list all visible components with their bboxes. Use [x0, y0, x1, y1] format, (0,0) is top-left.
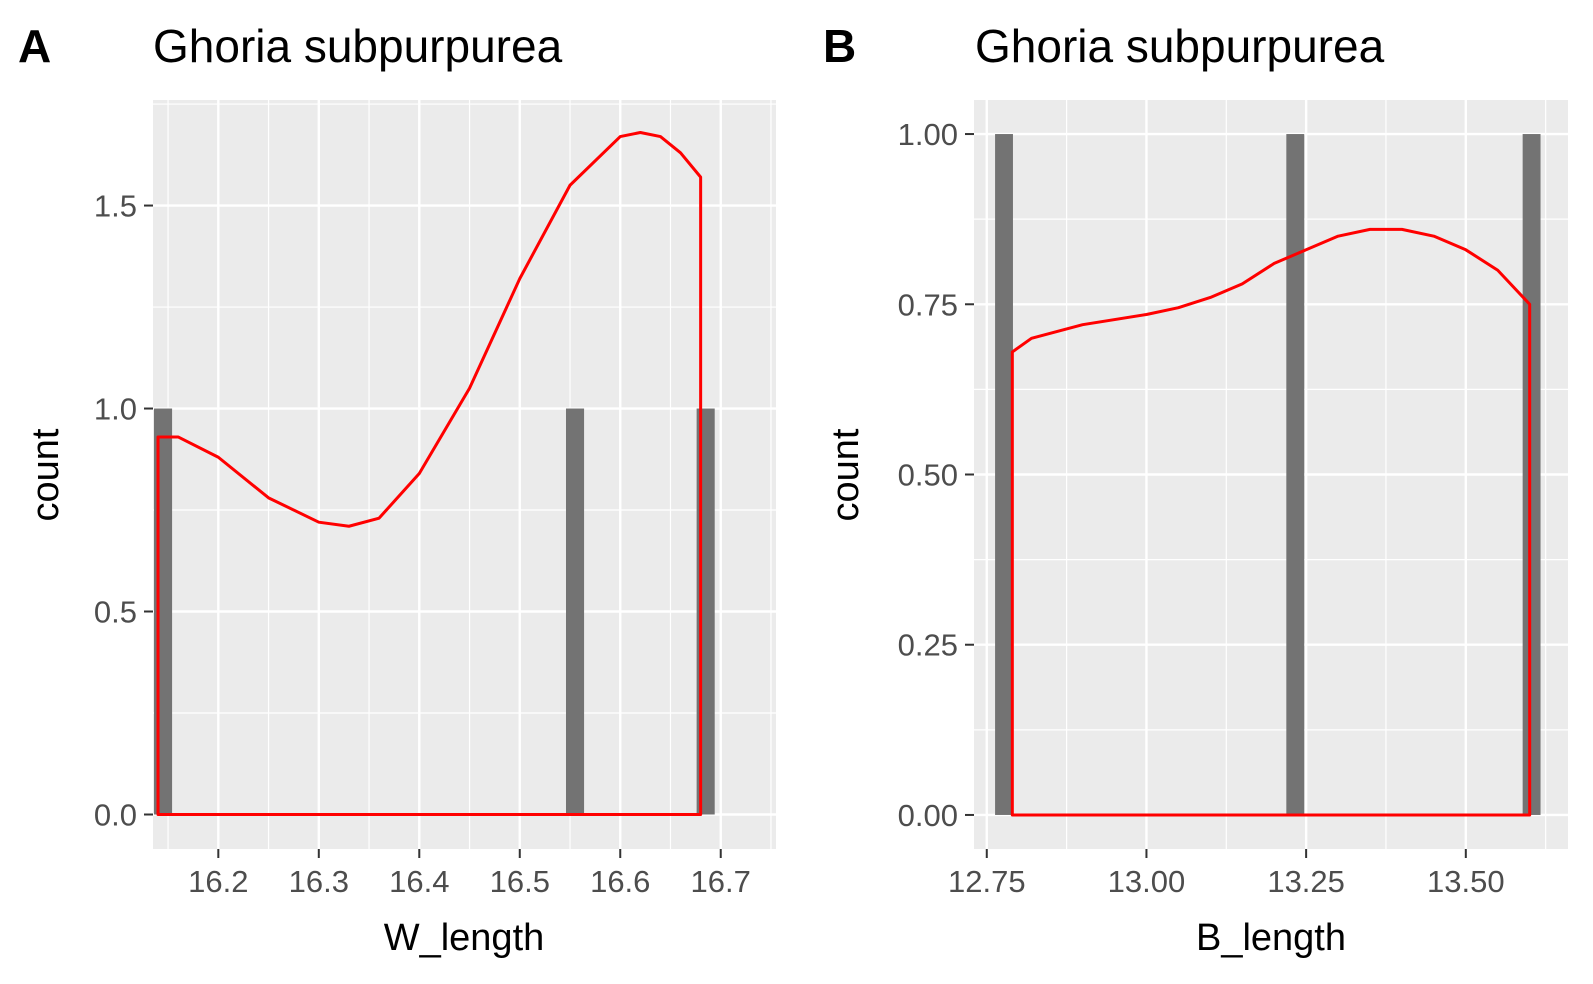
panel-a-density-curve: [156, 130, 703, 816]
panel-b-y-axis-title: count: [825, 428, 867, 521]
panel-b-y-tick-label: 0.25: [898, 628, 958, 663]
panel-a-plot-background: [153, 100, 776, 849]
panel-a-y-tick-label: 0.0: [94, 797, 137, 832]
panel-b-histogram-bar: [995, 134, 1013, 815]
panel-a-y-tick-label: 0.5: [94, 595, 137, 630]
panel-b-density-curve: [1010, 227, 1532, 817]
panel-letter-a: A: [18, 20, 51, 72]
panel-b-y-tick-label: 1.00: [898, 117, 958, 152]
panel-b: B Ghoria subpurpurea 0.00 0.25 0.50 0.75 1.0…: [823, 20, 1568, 959]
panel-b-title: Ghoria subpurpurea: [975, 20, 1385, 72]
panel-a-y-axis-title: count: [25, 428, 67, 521]
panel-a-density: [156, 130, 703, 816]
panel-a-x-tick-label: 16.4: [389, 864, 449, 899]
panel-b-histogram-bar: [1286, 134, 1305, 815]
panel-a: A Ghoria subpurpurea 0.0 0.5 1.0 1.5 16.2 16.…: [18, 20, 776, 959]
panel-a-axes: 0.0 0.5 1.0 1.5 16.2 16.3 16.4 16.5 16.6 16.7: [94, 189, 751, 899]
panel-a-x-tick-label: 16.3: [289, 864, 349, 899]
panel-a-x-tick-label: 16.2: [188, 864, 248, 899]
panel-a-y-tick-label: 1.5: [94, 189, 137, 224]
panel-b-axes: 0.00 0.25 0.50 0.75 1.00 12.75 13.00 13.25 13.50: [898, 117, 1505, 899]
panel-letter-b: B: [823, 20, 856, 72]
panel-b-grid: [974, 100, 1568, 849]
panel-a-x-tick-label: 16.6: [590, 864, 650, 899]
panel-b-y-tick-label: 0.50: [898, 458, 958, 493]
panel-b-x-axis-title: B_length: [1196, 917, 1346, 959]
panel-a-y-tick-label: 1.0: [94, 392, 137, 427]
panel-b-histogram-bar: [1522, 134, 1541, 815]
panel-a-x-axis-title: W_length: [384, 917, 545, 959]
panel-b-x-tick-label: 13.50: [1427, 864, 1505, 899]
panel-b-density: [1010, 227, 1532, 817]
panel-a-x-tick-label: 16.7: [691, 864, 751, 899]
panel-a-title: Ghoria subpurpurea: [153, 20, 563, 72]
panel-b-x-tick-label: 13.25: [1267, 864, 1345, 899]
panel-a-x-tick-label: 16.5: [490, 864, 550, 899]
panel-b-y-tick-label: 0.75: [898, 287, 958, 322]
panel-b-x-tick-label: 13.00: [1108, 864, 1186, 899]
panel-b-x-tick-label: 12.75: [948, 864, 1026, 899]
panel-b-bars: [995, 134, 1541, 815]
panel-a-histogram-bar: [565, 408, 585, 815]
panel-b-y-tick-label: 0.00: [898, 798, 958, 833]
